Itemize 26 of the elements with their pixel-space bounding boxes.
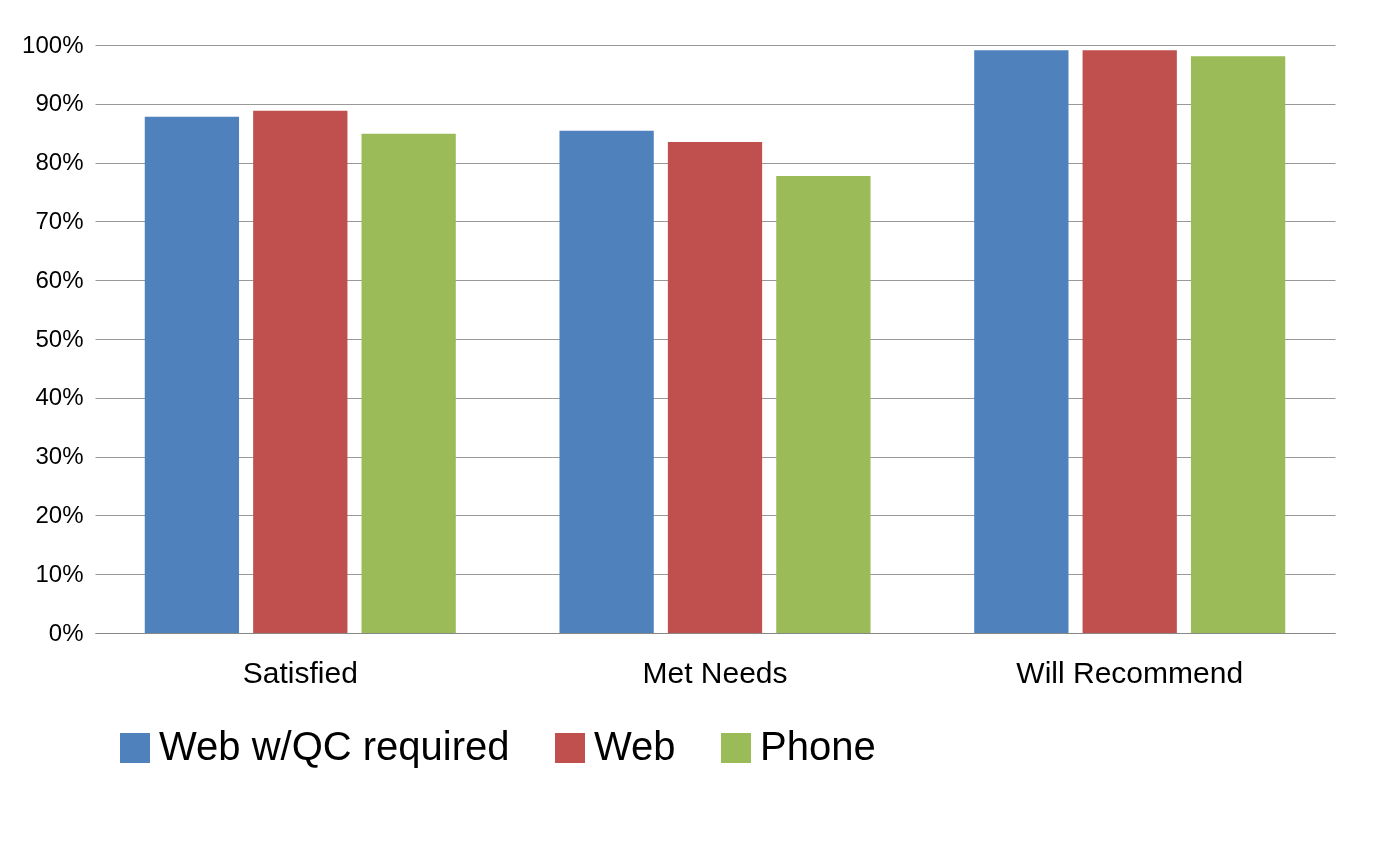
- bar: [144, 116, 240, 633]
- y-tick-label: 30%: [35, 442, 84, 470]
- y-tick-label: 20%: [35, 500, 84, 528]
- bar: [667, 142, 763, 633]
- bar: [1190, 56, 1286, 633]
- y-tick-label: 40%: [35, 383, 84, 411]
- x-tick-label: Met Needs: [642, 655, 788, 689]
- y-tick-label: 10%: [35, 559, 84, 587]
- bar: [776, 176, 871, 633]
- x-tick-label: Will Recommend: [1016, 655, 1244, 689]
- y-tick-label: 100%: [22, 30, 84, 58]
- bar: [1082, 50, 1177, 633]
- y-tick-label: 0%: [48, 618, 84, 646]
- x-tick-label: Satisfied: [242, 655, 358, 689]
- y-tick-label: 60%: [35, 265, 84, 293]
- y-tick-label: 70%: [35, 206, 84, 234]
- legend-label: Web: [594, 724, 676, 768]
- bar: [559, 130, 654, 633]
- y-tick-label: 80%: [35, 148, 84, 176]
- bar: [974, 50, 1069, 633]
- bar: [361, 133, 456, 633]
- legend-label: Phone: [760, 724, 876, 768]
- y-tick-label: 90%: [35, 89, 84, 117]
- y-tick-label: 50%: [35, 324, 84, 352]
- legend-label: Web w/QC required: [159, 724, 510, 768]
- bar: [253, 110, 348, 633]
